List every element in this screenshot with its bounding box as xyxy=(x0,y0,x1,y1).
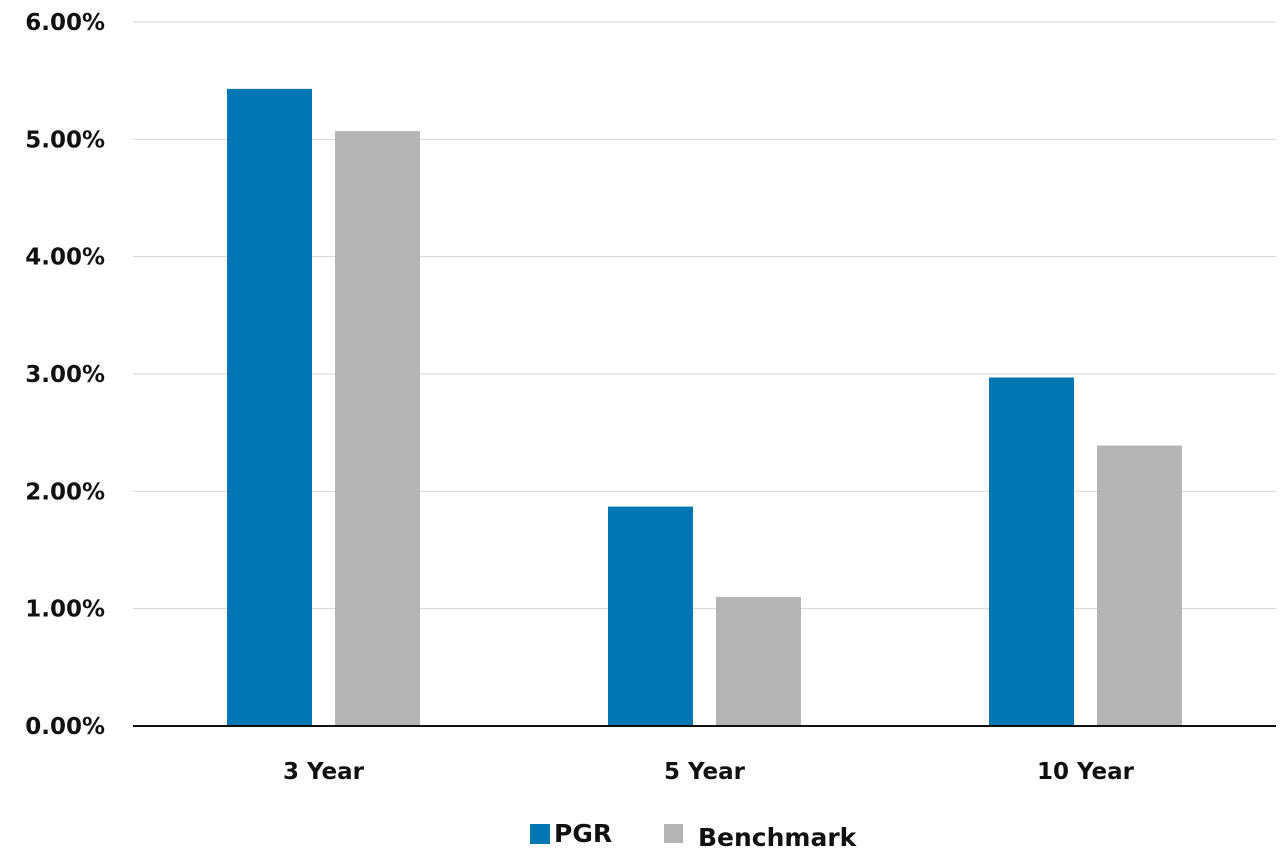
legend: PGR Benchmark xyxy=(530,819,858,850)
y-tick-label: 1.00% xyxy=(25,597,105,623)
bar-pgr-3-year xyxy=(227,88,312,726)
legend-item-pgr: PGR xyxy=(530,819,612,848)
x-tick-label: 3 Year xyxy=(283,759,365,785)
bar-benchmark-5-year xyxy=(716,596,801,726)
y-tick-label: 6.00% xyxy=(25,10,105,36)
legend-item-benchmark: Benchmark xyxy=(664,823,858,850)
x-tick-label: 10 Year xyxy=(1037,759,1135,785)
x-axis-tick-labels: 3 Year 5 Year 10 Year xyxy=(283,759,1135,785)
bar-pgr-5-year xyxy=(608,506,693,726)
y-tick-label: 2.00% xyxy=(25,479,105,505)
y-tick-label: 5.00% xyxy=(25,127,105,153)
gridlines xyxy=(133,21,1276,610)
legend-swatch xyxy=(664,824,683,843)
legend-label: Benchmark xyxy=(698,823,858,850)
y-tick-label: 3.00% xyxy=(25,362,105,388)
bar-pgr-10-year xyxy=(989,377,1074,726)
x-tick-label: 5 Year xyxy=(664,759,746,785)
y-tick-label: 0.00% xyxy=(25,714,105,740)
bar-benchmark-10-year xyxy=(1097,445,1182,726)
legend-label: PGR xyxy=(554,819,612,848)
legend-swatch xyxy=(530,824,550,844)
bars xyxy=(227,88,1182,726)
bar-benchmark-3-year xyxy=(335,131,420,726)
y-tick-label: 4.00% xyxy=(25,245,105,271)
y-axis-tick-labels: 0.00% 1.00% 2.00% 3.00% 4.00% 5.00% 6.00% xyxy=(25,10,105,740)
